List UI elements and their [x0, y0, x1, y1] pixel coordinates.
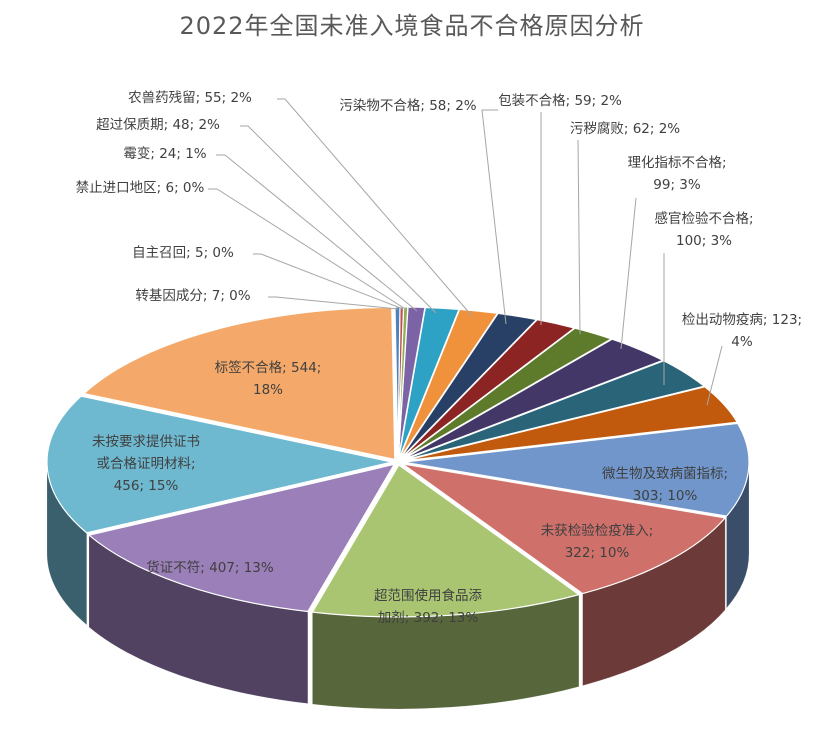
pie-slice-4 [402, 463, 726, 595]
pie-slice-2 [88, 463, 395, 613]
pie-slice-8 [401, 338, 664, 461]
pie-slice-11 [399, 312, 538, 460]
data-label-5: 微生物及致病菌指标; 303; 10% [602, 466, 728, 504]
pie-tops [46, 306, 750, 618]
leader-lines [208, 98, 723, 406]
leader-line-14 [216, 154, 418, 312]
data-label-15: 禁止进口地区; 6; 0% [76, 180, 205, 196]
data-label-11: 污染物不合格; 58; 2% [339, 98, 476, 114]
data-label-10: 包装不合格; 59; 2% [498, 93, 622, 109]
data-label-8: 理化指标不合格; 99; 3% [627, 155, 726, 193]
pie-slice-1 [46, 395, 393, 534]
data-label-6: 检出动物疫病; 123; 4% [682, 312, 802, 350]
data-label-7: 感官检验不合格; 100; 3% [654, 210, 753, 249]
data-label-14: 霉变; 24; 1% [123, 146, 206, 162]
leader-line-9 [577, 139, 581, 335]
data-label-4: 未获检验检疫准入; 322; 10% [541, 523, 654, 561]
pie-slice-3 [311, 464, 580, 618]
leader-line-8 [620, 197, 637, 350]
chart-title: 2022年全国未准入境食品不合格原因分析 [179, 12, 645, 40]
data-label-2: 货证不符; 407; 13% [146, 559, 274, 576]
data-label-12: 农兽药残留; 55; 2% [128, 90, 252, 106]
pie-slice-0 [83, 306, 396, 461]
leader-line-16 [253, 253, 404, 310]
pie-slice-5 [403, 422, 750, 517]
leader-line-6 [706, 345, 723, 406]
pie-slice-12 [398, 308, 498, 460]
data-label-16: 自主召回; 5; 0% [132, 245, 234, 261]
pie-slice-9 [400, 327, 612, 461]
leader-line-12 [277, 98, 473, 317]
pie-sides [46, 462, 750, 710]
data-label-17: 转基因成分; 7; 0% [135, 287, 250, 304]
leader-line-15 [208, 188, 408, 311]
pie-slice-10 [400, 319, 575, 460]
pie-slice-6 [402, 386, 738, 462]
leader-line-11 [481, 109, 507, 325]
leader-line-17 [268, 296, 399, 310]
data-label-0: 标签不合格; 544; 18% [215, 359, 322, 398]
data-label-1: 未按要求提供证书或合格证明材料; 456; 15% [92, 434, 200, 494]
data-labels: 标签不合格; 544; 18% 未按要求提供证书或合格证明材料; 456; 15% 货证… [76, 90, 802, 626]
data-label-13: 超过保质期; 48; 2% [96, 117, 220, 133]
data-label-3: 超范围使用食品添加剂; 392; 13% [374, 587, 482, 626]
leader-line-13 [240, 125, 437, 314]
data-label-9: 污秽腐败; 62; 2% [570, 121, 680, 137]
